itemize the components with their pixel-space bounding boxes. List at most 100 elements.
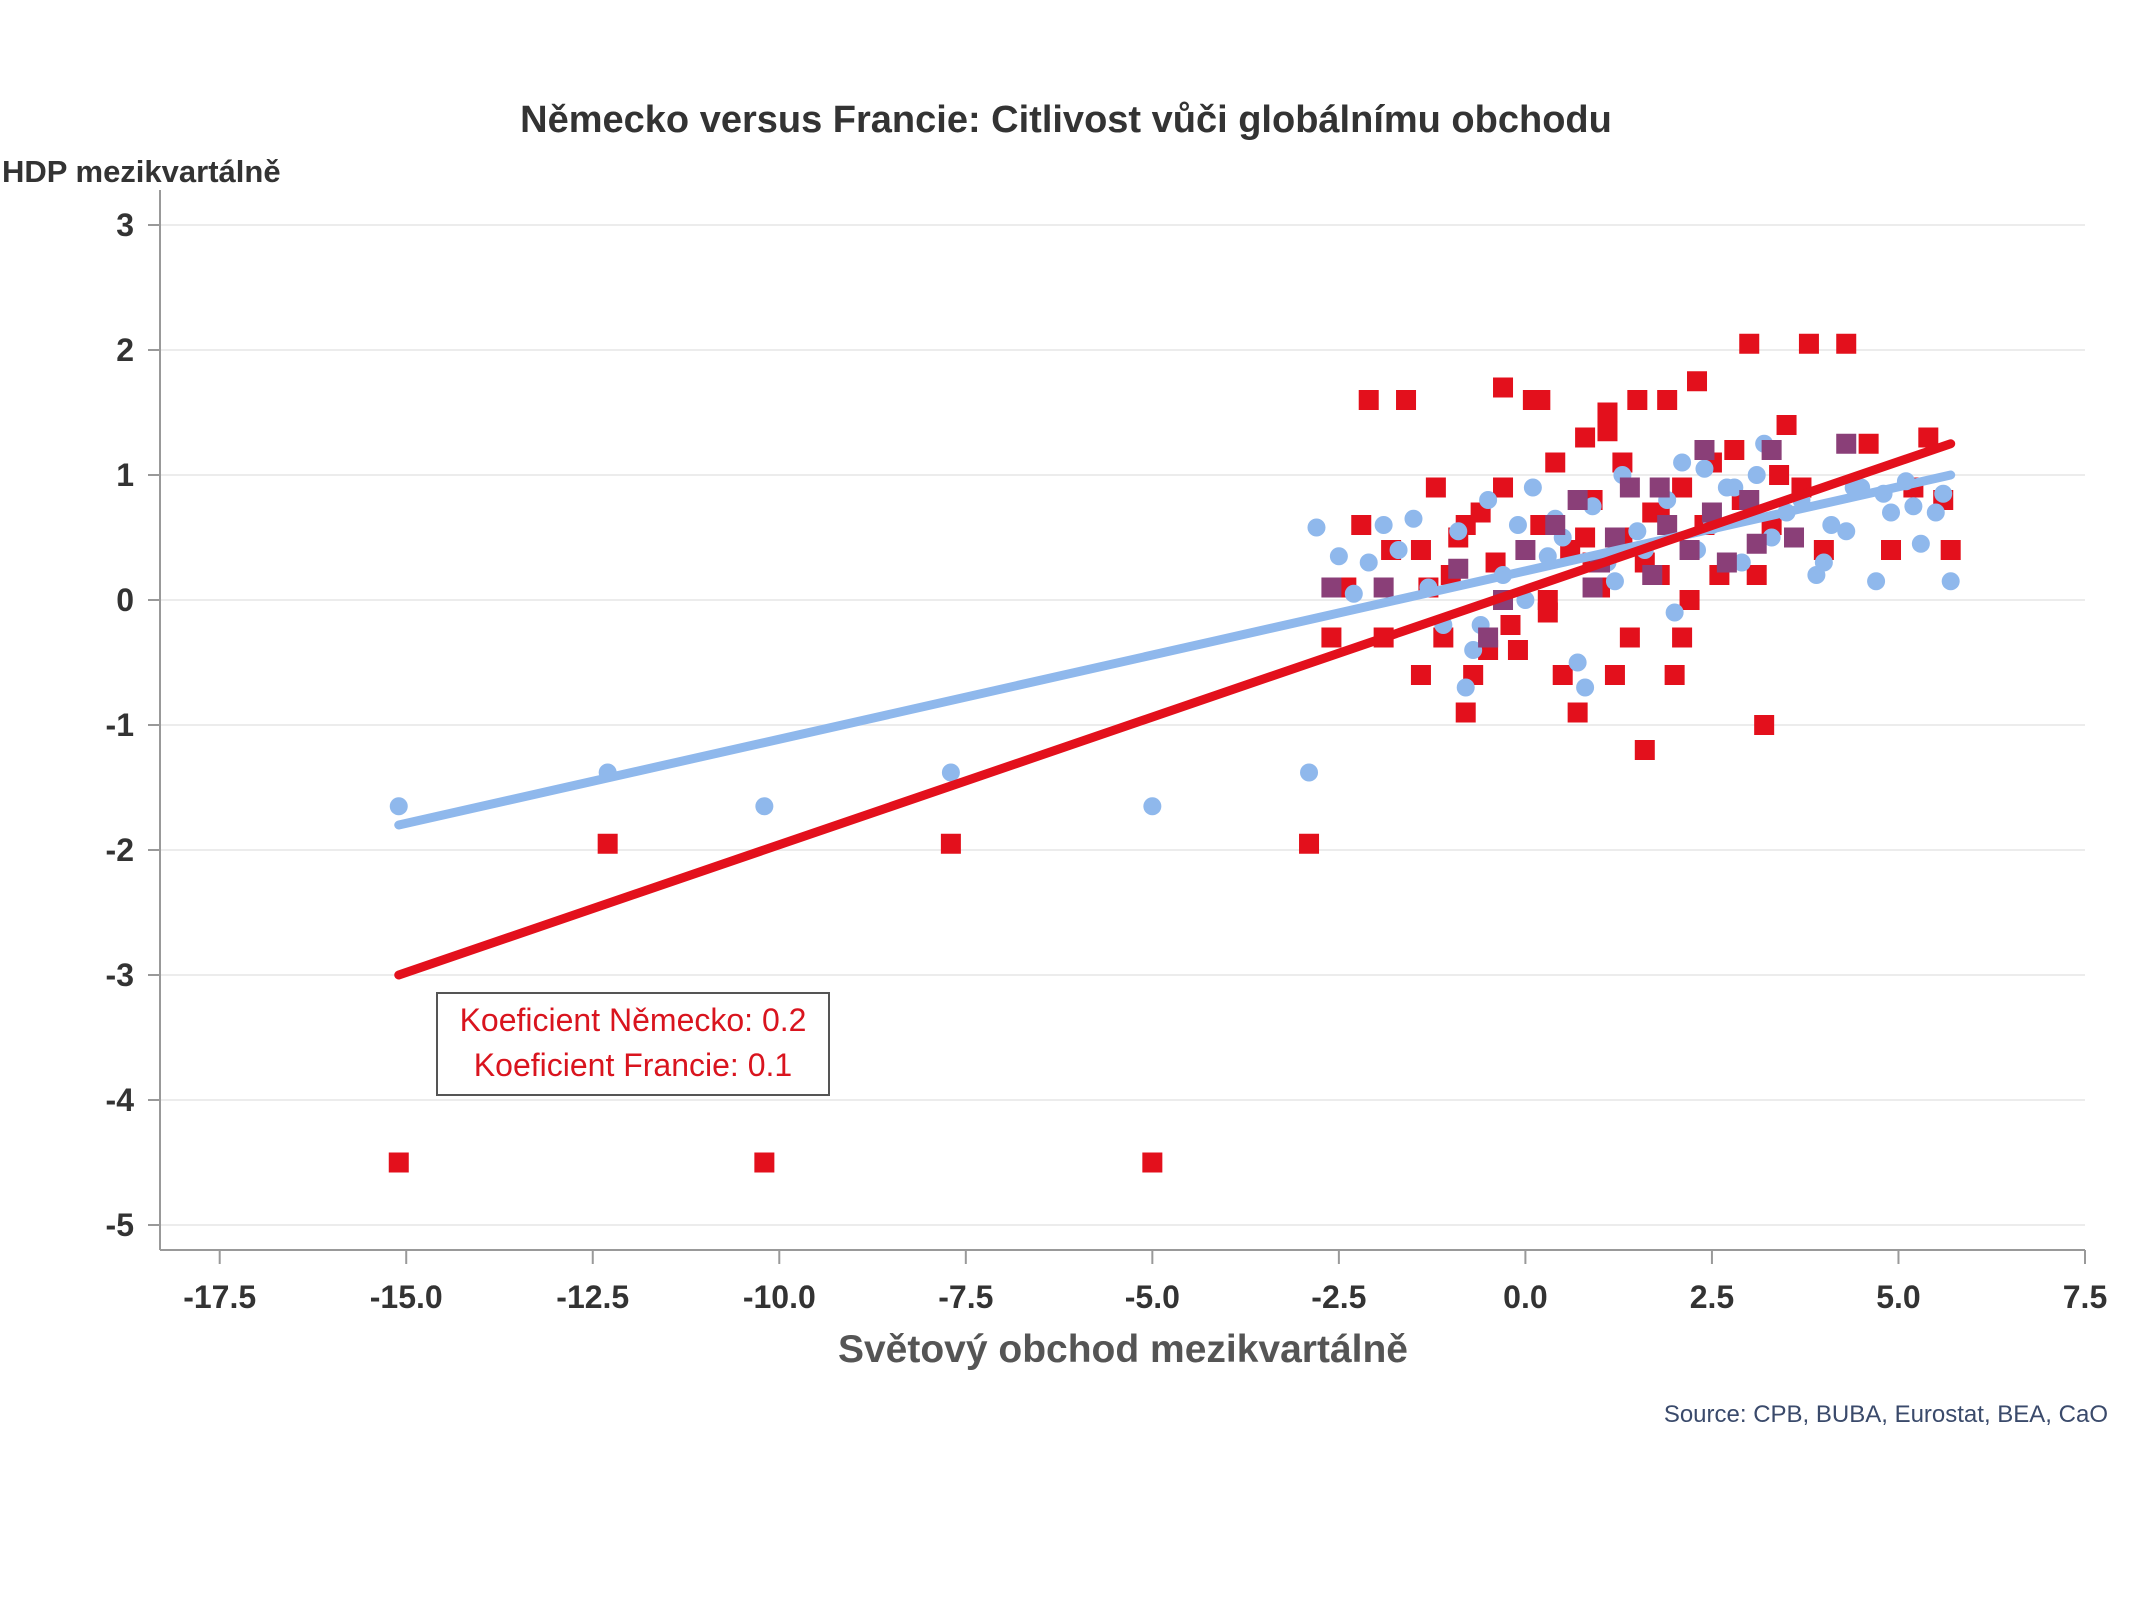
y-tick-label: 3	[116, 207, 134, 243]
germany-point	[1358, 390, 1379, 410]
x-tick-label: -10.0	[743, 1279, 816, 1315]
france-point	[1934, 484, 1953, 503]
x-tick-label: -2.5	[1311, 1279, 1366, 1315]
france-point	[1576, 678, 1595, 697]
y-axis-label: HDP mezikvartálně	[2, 154, 281, 189]
germany-point	[1619, 627, 1640, 648]
germany-point	[1597, 421, 1618, 442]
germany-point	[1940, 540, 1961, 560]
overlap-point	[1545, 515, 1566, 535]
germany-point	[1657, 390, 1678, 410]
france-point	[1837, 522, 1856, 541]
france-point	[1359, 553, 1378, 572]
germany-point	[1604, 665, 1625, 685]
germany-point	[1918, 427, 1939, 448]
france-point	[1300, 763, 1319, 782]
tick-labels: 3 2 1 0 -1 -2 -3 -4 -5 -17.5 -15.0 -12.5 -10.0 -7.5 -5…	[106, 207, 2108, 1315]
germany-point	[1537, 602, 1558, 623]
germany-point	[1858, 433, 1879, 454]
france-point	[1449, 522, 1468, 541]
y-tick-label: -5	[106, 1207, 134, 1243]
france-point	[1523, 478, 1542, 497]
y-tick-label: -1	[106, 707, 134, 743]
overlap-point	[1746, 533, 1767, 554]
france-point	[1762, 528, 1781, 547]
y-tick-label: -2	[106, 832, 134, 868]
overlap-point	[1694, 440, 1715, 460]
y-tick-label: 2	[116, 332, 134, 368]
chart-title: Německo versus Francie: Citlivost vůči g…	[520, 99, 1612, 141]
france-point	[1695, 459, 1714, 478]
france-point	[1307, 518, 1326, 537]
overlap-point	[1657, 515, 1678, 535]
france-point	[1374, 516, 1393, 534]
overlap-point	[1649, 477, 1670, 498]
germany-point	[1687, 371, 1708, 392]
overlap-point	[1321, 577, 1342, 598]
source-note: Source: CPB, BUBA, Eurostat, BEA, CaO	[1664, 1401, 2108, 1428]
y-tick-label: -4	[106, 1082, 135, 1118]
coefficient-annotation: Koeficient Německo: 0.2 Koeficient Franc…	[436, 992, 830, 1096]
germany-point	[1634, 740, 1655, 760]
overlap-point	[1679, 540, 1700, 560]
germany-point	[1410, 540, 1431, 560]
germany-point	[1493, 477, 1514, 498]
overlap-point	[1739, 490, 1760, 510]
france-point	[1456, 678, 1475, 697]
france-point	[1926, 503, 1945, 522]
france-point	[1904, 497, 1923, 516]
overlap-point	[1515, 540, 1536, 560]
germany-point	[1672, 627, 1693, 648]
germany-point	[1813, 540, 1834, 560]
annotation-france: Koeficient Francie: 0.1	[474, 1047, 792, 1083]
germany-point	[1612, 452, 1633, 473]
germany-point	[1455, 702, 1476, 723]
germany-point	[1776, 415, 1797, 435]
overlap-point	[1567, 490, 1588, 510]
overlap-point	[1716, 552, 1737, 573]
germany-point	[754, 1152, 775, 1173]
germany-point	[1142, 1152, 1163, 1173]
germany-point	[940, 833, 961, 854]
france-point	[1814, 553, 1833, 572]
germany-point	[1530, 390, 1551, 410]
overlap-point	[1642, 565, 1663, 585]
france-point	[1867, 572, 1886, 591]
x-tick-label: 5.0	[1876, 1279, 1920, 1315]
germany-point	[1754, 715, 1775, 735]
germany-point	[1493, 377, 1514, 398]
x-tick-label: -5.0	[1125, 1279, 1180, 1315]
overlap-series	[1321, 433, 1857, 648]
france-point	[1911, 534, 1930, 553]
x-tick-label: -12.5	[556, 1279, 629, 1315]
overlap-point	[1373, 577, 1394, 598]
germany-point	[1545, 452, 1566, 473]
germany-point	[1679, 590, 1700, 610]
germany-point	[1597, 402, 1618, 423]
germany-point	[1881, 540, 1902, 560]
germany-point	[1836, 333, 1857, 354]
germany-point	[1552, 665, 1573, 685]
trendlines	[394, 439, 1956, 980]
annotation-box	[436, 992, 830, 1096]
france-point	[941, 763, 960, 782]
germany-point	[1672, 477, 1693, 498]
france-point	[1628, 522, 1647, 541]
germany-point	[388, 1152, 409, 1173]
france-point	[1725, 478, 1744, 497]
x-tick-label: -7.5	[938, 1279, 993, 1315]
x-axis-label: Světový obchod mezikvartálně	[838, 1328, 1408, 1371]
france-point	[1882, 503, 1901, 522]
overlap-point	[1784, 527, 1805, 548]
germany-point	[1500, 615, 1521, 635]
germany-point	[1507, 640, 1528, 660]
germany-point	[1664, 665, 1685, 685]
germany-point	[1410, 665, 1431, 685]
overlap-point	[1761, 440, 1782, 460]
germany-fit-line	[394, 439, 1956, 980]
france-point	[1665, 603, 1684, 622]
france-point	[1941, 572, 1960, 591]
france-point	[1605, 572, 1624, 591]
y-tick-label: 1	[116, 457, 134, 493]
